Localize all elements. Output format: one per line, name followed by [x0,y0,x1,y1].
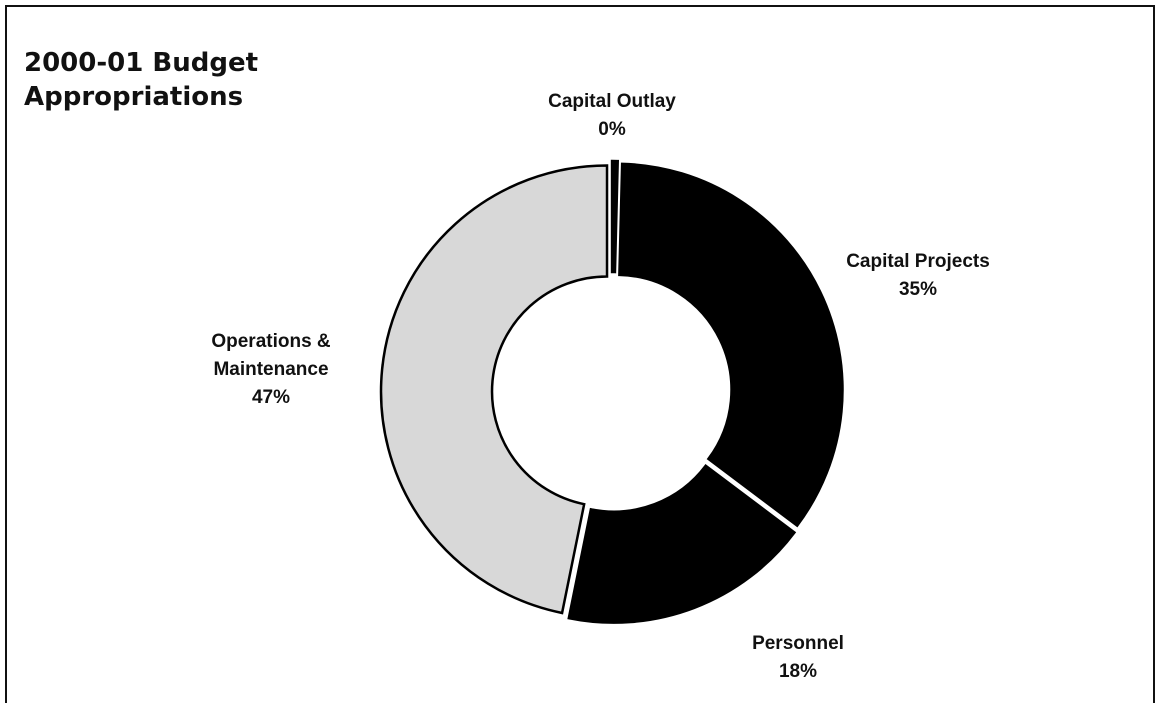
slice-label: Personnel 18% [688,630,908,686]
donut-slice [618,162,844,528]
donut-slice [567,464,797,624]
slice-label: Capital Outlay 0% [502,88,722,144]
slice-name: Capital Projects [846,251,990,272]
slice-percent: 47% [251,387,291,408]
slice-percent: 35% [898,279,938,300]
chart-title: 2000-01 Budget Appropriations [24,48,258,112]
slice-name: Personnel [752,633,844,654]
slice-percent: 0% [598,119,626,140]
slice-label: Capital Projects 35% [808,248,1028,304]
slice-percent: 18% [778,661,818,682]
slice-name: Operations & Maintenance [211,331,331,380]
slice-label: Operations & Maintenance 47% [171,328,371,412]
donut-slice [610,159,619,274]
frame [5,5,1155,703]
slice-name: Capital Outlay [548,91,676,112]
donut-slice [379,164,609,615]
